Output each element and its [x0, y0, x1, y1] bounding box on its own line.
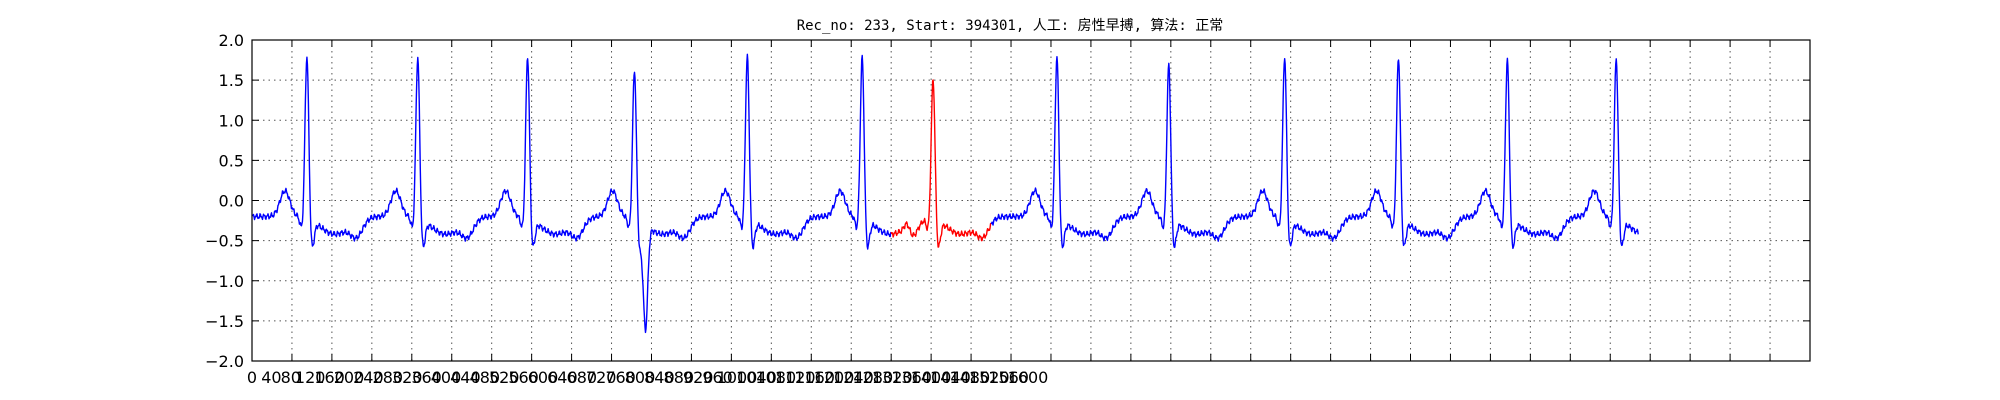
x-tick-label: 920	[683, 368, 714, 387]
y-tick-label: 1.0	[219, 111, 244, 130]
x-tick-label: 1120	[775, 368, 816, 387]
chart-title: Rec_no: 233, Start: 394301, 人工: 房性早搏, 算法…	[797, 17, 1224, 34]
y-tick-label: −1.5	[205, 312, 244, 331]
axis-ticks	[251, 39, 1811, 362]
x-tick-label: 80	[281, 368, 301, 387]
x-tick-label: 760	[605, 368, 636, 387]
y-tick-label: 2.0	[219, 31, 244, 50]
x-tick-label: 520	[489, 368, 520, 387]
x-tick-labels: 0 40 8012016020024028032036040044048052056…	[247, 368, 1048, 387]
y-tick-label: 1.5	[219, 71, 244, 90]
x-tick-label: 720	[586, 368, 617, 387]
y-tick-label: −1.0	[205, 272, 244, 291]
x-tick-label: 800	[625, 368, 656, 387]
x-tick-label: 1600	[1008, 368, 1049, 387]
x-tick-label: 1400	[911, 368, 952, 387]
y-tick-label: −2.0	[205, 352, 244, 371]
x-tick-label: 360	[411, 368, 442, 387]
x-tick-label: 1360	[891, 368, 932, 387]
x-tick-label: 1320	[872, 368, 913, 387]
x-tick-label: 320	[392, 368, 423, 387]
x-tick-label: 480	[470, 368, 501, 387]
x-tick-label: 960	[702, 368, 733, 387]
ecg-trace	[251, 53, 1639, 334]
x-tick-label: 0	[247, 368, 257, 387]
x-tick-label: 400	[431, 368, 462, 387]
x-tick-label: 120	[295, 368, 326, 387]
x-tick-label: 440	[450, 368, 481, 387]
x-tick-label: 200	[334, 368, 365, 387]
x-tick-label: 640	[547, 368, 578, 387]
y-tick-label: −0.5	[205, 232, 244, 251]
x-tick-label: 1560	[988, 368, 1029, 387]
ecg-trace-highlight	[890, 79, 992, 248]
x-tick-label: 1280	[852, 368, 893, 387]
x-tick-label: 880	[664, 368, 695, 387]
ecg-trace-segment	[990, 55, 1639, 250]
x-tick-label: 40	[261, 368, 281, 387]
x-tick-label: 1040	[736, 368, 777, 387]
x-tick-label: 280	[373, 368, 404, 387]
x-tick-label: 1520	[969, 368, 1010, 387]
x-tick-label: 1080	[755, 368, 796, 387]
x-tick-label: 1480	[949, 368, 990, 387]
y-tick-labels: −2.0 −1.5 −1.0 −0.5 0.0 0.5 1.0 1.5 2.0	[205, 31, 244, 371]
x-tick-label: 600	[528, 368, 559, 387]
x-tick-label: 160	[314, 368, 345, 387]
x-tick-label: 240	[353, 368, 384, 387]
x-tick-label: 840	[644, 368, 675, 387]
ecg-trace-segment	[251, 53, 892, 334]
x-tick-label: 680	[567, 368, 598, 387]
y-tick-label: 0.5	[219, 151, 244, 170]
x-tick-label: 1440	[930, 368, 971, 387]
x-tick-label: 1000	[717, 368, 758, 387]
x-tick-label: 560	[508, 368, 539, 387]
y-tick-label: 0.0	[219, 192, 244, 211]
x-tick-label: 1240	[833, 368, 874, 387]
x-tick-label: 1160	[794, 368, 835, 387]
x-tick-label: 1200	[814, 368, 855, 387]
